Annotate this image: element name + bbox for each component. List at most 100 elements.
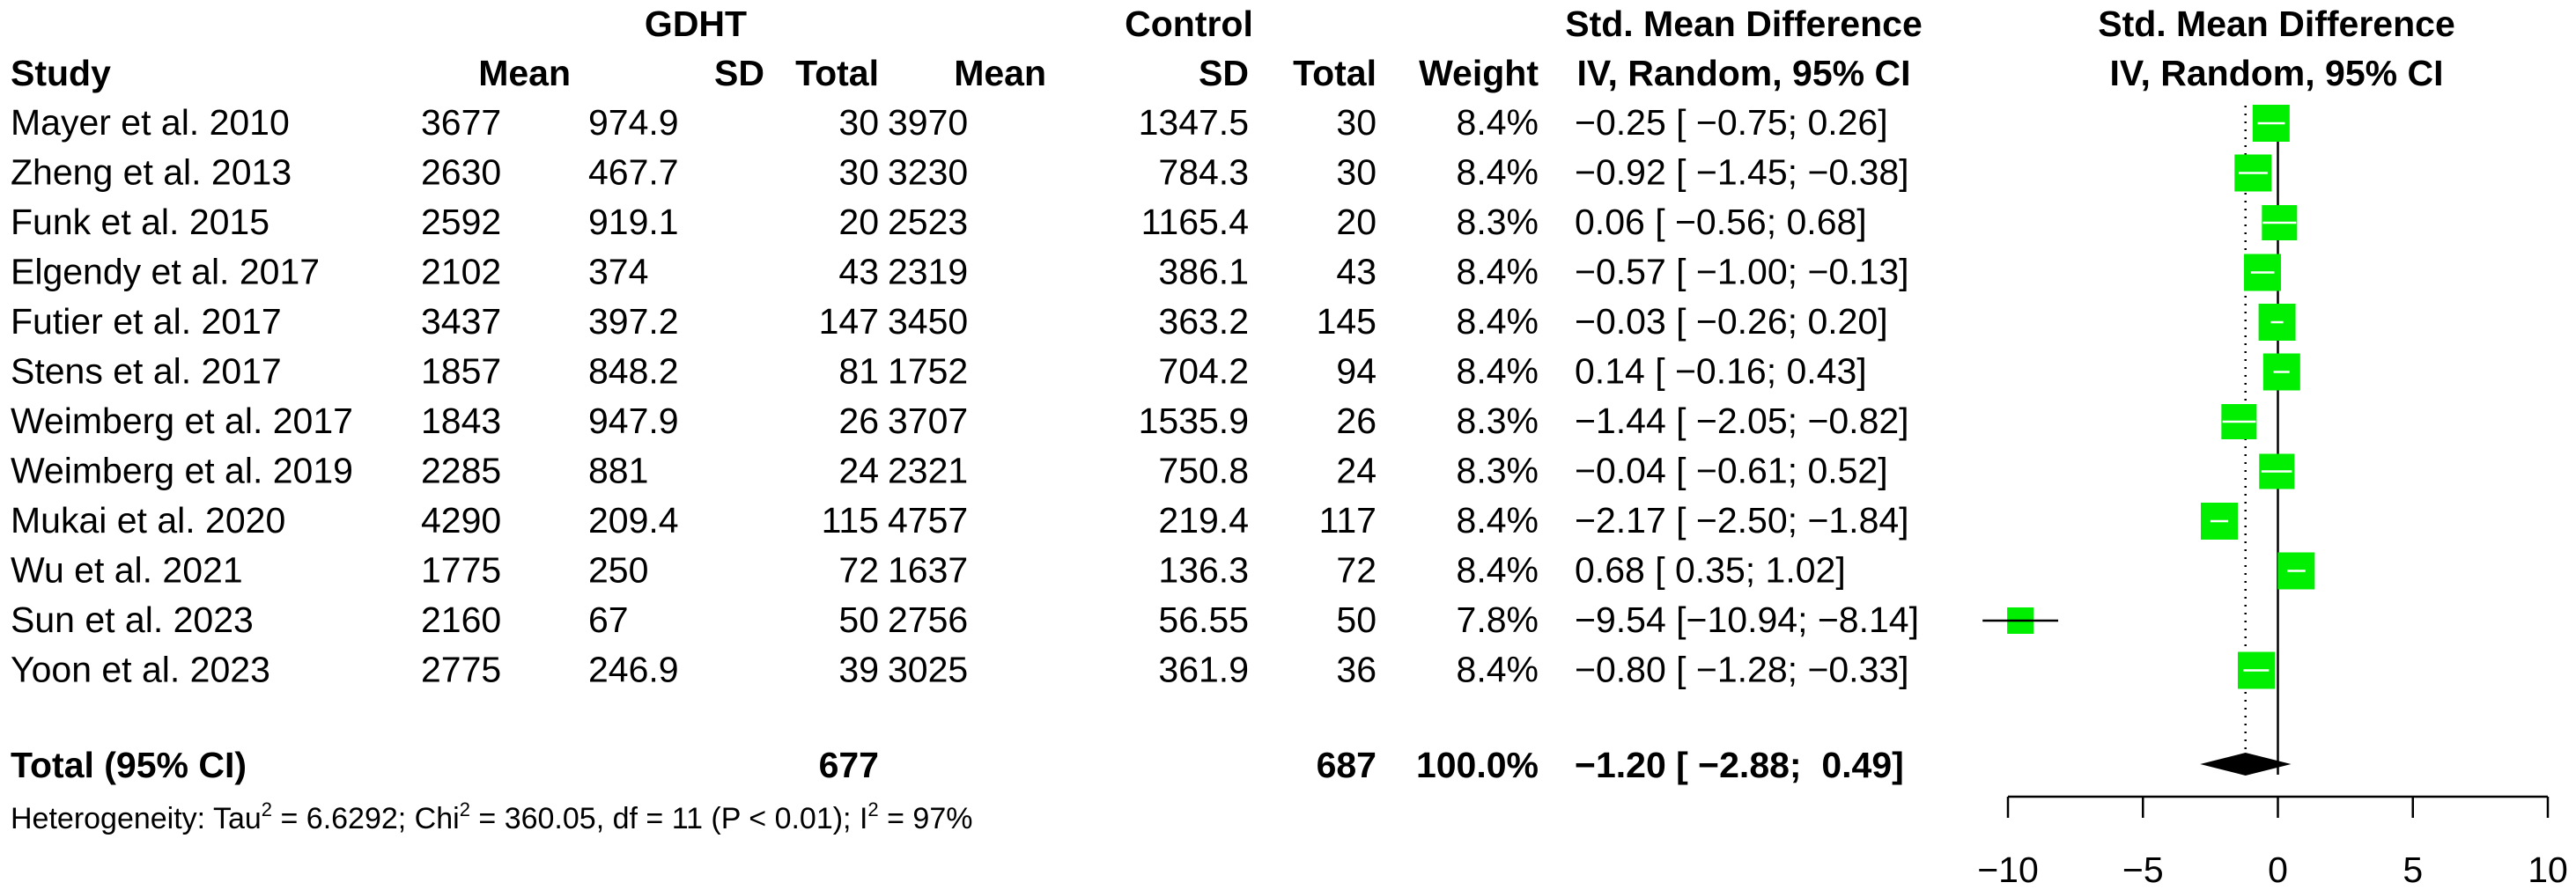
gdht-sd: 974.9 — [588, 102, 679, 143]
gdht-mean: 2775 — [421, 650, 501, 690]
table-row: Mayer et al. 2010 3677 974.9 30 3970 1347.5 30… — [11, 102, 1888, 143]
smd-ci: 0.68 [ 0.35; 1.02] — [1575, 550, 1846, 591]
control-sd: 361.9 — [1158, 650, 1249, 690]
control-total: 72 — [1336, 550, 1377, 591]
control-mean: 1752 — [888, 351, 968, 392]
gdht-sd: 209.4 — [588, 500, 679, 541]
weight: 8.3% — [1457, 451, 1539, 491]
gdht-total: 50 — [838, 599, 879, 640]
study-marker — [2237, 651, 2275, 689]
control-mean: 1637 — [888, 550, 968, 591]
weight: 7.8% — [1457, 599, 1539, 640]
gdht-total-header: Total — [795, 53, 879, 93]
study-name: Yoon et al. 2023 — [11, 650, 270, 690]
study-marker — [2244, 254, 2282, 291]
gdht-total: 39 — [838, 650, 879, 690]
study-name: Weimberg et al. 2017 — [11, 401, 353, 441]
gdht-mean: 1843 — [421, 401, 501, 441]
pooled-diamond — [2200, 753, 2292, 776]
table-row: Funk et al. 2015 2592 919.1 20 2523 1165.4 20 8… — [11, 202, 1867, 242]
gdht-total: 24 — [838, 451, 879, 491]
total-label: Total (95% CI) — [11, 745, 247, 785]
control-sd: 56.55 — [1158, 599, 1249, 640]
gdht-group-header: GDHT — [645, 4, 747, 44]
study-name: Zheng et al. 2013 — [11, 152, 292, 193]
control-mean: 2321 — [888, 451, 968, 491]
control-mean: 3707 — [888, 401, 968, 441]
study-name: Stens et al. 2017 — [11, 351, 282, 392]
control-sd: 704.2 — [1158, 351, 1249, 392]
weight: 8.4% — [1457, 550, 1539, 591]
gdht-total: 72 — [838, 550, 879, 591]
study-marker — [2258, 304, 2296, 341]
control-sd: 784.3 — [1158, 152, 1249, 193]
weight: 8.4% — [1457, 301, 1539, 342]
gdht-mean-header: Mean — [478, 53, 571, 93]
plot-column-title: Std. Mean Difference — [2098, 4, 2455, 44]
control-total: 43 — [1336, 252, 1377, 292]
control-sd: 1535.9 — [1139, 401, 1249, 441]
study-marker — [2262, 205, 2298, 240]
control-total: 94 — [1336, 351, 1377, 392]
weight: 8.4% — [1457, 351, 1539, 392]
table-row: Zheng et al. 2013 2630 467.7 30 3230 784.3 30 8… — [11, 152, 1909, 193]
x-tick-label: 0 — [2268, 850, 2288, 890]
x-tick-label: −10 — [1977, 850, 2039, 890]
gdht-mean: 1857 — [421, 351, 501, 392]
gdht-sd: 881 — [588, 451, 648, 491]
gdht-sd: 397.2 — [588, 301, 679, 342]
gdht-sd: 250 — [588, 550, 648, 591]
gdht-total: 43 — [838, 252, 879, 292]
weight-header: Weight — [1419, 53, 1539, 93]
gdht-total: 20 — [838, 202, 879, 242]
study-name: Funk et al. 2015 — [11, 202, 269, 242]
study-marker — [2262, 353, 2300, 391]
control-total: 30 — [1336, 152, 1377, 193]
total-gdht-n: 677 — [819, 745, 879, 785]
control-mean-header: Mean — [954, 53, 1046, 93]
table-row: Mukai et al. 2020 4290 209.4 115 4757 219.4 11… — [11, 500, 1909, 541]
control-mean: 3230 — [888, 152, 968, 193]
study-name: Mukai et al. 2020 — [11, 500, 285, 541]
weight: 8.4% — [1457, 500, 1539, 541]
total-smd-ci: −1.20 [ −2.88; 0.49] — [1575, 745, 1904, 785]
weight: 8.3% — [1457, 202, 1539, 242]
table-row: Futier et al. 2017 3437 397.2 147 3450 363.2 1… — [11, 301, 1888, 342]
plot-column-subtitle: IV, Random, 95% CI — [2110, 53, 2444, 93]
study-name: Sun et al. 2023 — [11, 599, 254, 640]
weight: 8.4% — [1457, 152, 1539, 193]
table-row: Sun et al. 2023 2160 67 50 2756 56.55 50 7.8% −9… — [11, 599, 1919, 640]
smd-ci: 0.06 [ −0.56; 0.68] — [1575, 202, 1867, 242]
control-mean: 3025 — [888, 650, 968, 690]
control-sd: 136.3 — [1158, 550, 1249, 591]
control-sd: 386.1 — [1158, 252, 1249, 292]
control-total: 26 — [1336, 401, 1377, 441]
control-total-header: Total — [1293, 53, 1377, 93]
forest-plot-area: −10 −5 0 5 10 — [1977, 105, 2568, 890]
study-name: Elgendy et al. 2017 — [11, 252, 320, 292]
study-marker — [2221, 404, 2257, 439]
gdht-sd: 467.7 — [588, 152, 679, 193]
study-marker — [2200, 503, 2238, 540]
smd-ci: −0.25 [ −0.75; 0.26] — [1575, 102, 1888, 143]
x-tick-label: −5 — [2122, 850, 2164, 890]
control-sd: 1165.4 — [1141, 202, 1249, 242]
smd-ci: −9.54 [−10.94; −8.14] — [1575, 599, 1919, 640]
smd-ci: −0.92 [ −1.45; −0.38] — [1575, 152, 1909, 193]
gdht-sd: 246.9 — [588, 650, 679, 690]
control-sd: 219.4 — [1158, 500, 1249, 541]
gdht-mean: 2160 — [421, 599, 501, 640]
table-row: Weimberg et al. 2017 1843 947.9 26 3707 1535.… — [11, 401, 1909, 441]
table-row: Elgendy et al. 2017 2102 374 43 2319 386.1 43 8… — [11, 252, 1909, 292]
gdht-sd: 919.1 — [588, 202, 679, 242]
gdht-mean: 2592 — [421, 202, 501, 242]
gdht-sd: 848.2 — [588, 351, 679, 392]
study-rows: Mayer et al. 2010 3677 974.9 30 3970 1347.5 30… — [11, 102, 1919, 690]
study-name: Wu et al. 2021 — [11, 550, 243, 591]
x-tick-label: 5 — [2403, 850, 2423, 890]
table-row: Wu et al. 2021 1775 250 72 1637 136.3 72 8.4% 0… — [11, 550, 1846, 591]
gdht-sd-header: SD — [714, 53, 764, 93]
gdht-mean: 2285 — [421, 451, 501, 491]
total-control-n: 687 — [1317, 745, 1377, 785]
gdht-total: 30 — [838, 152, 879, 193]
